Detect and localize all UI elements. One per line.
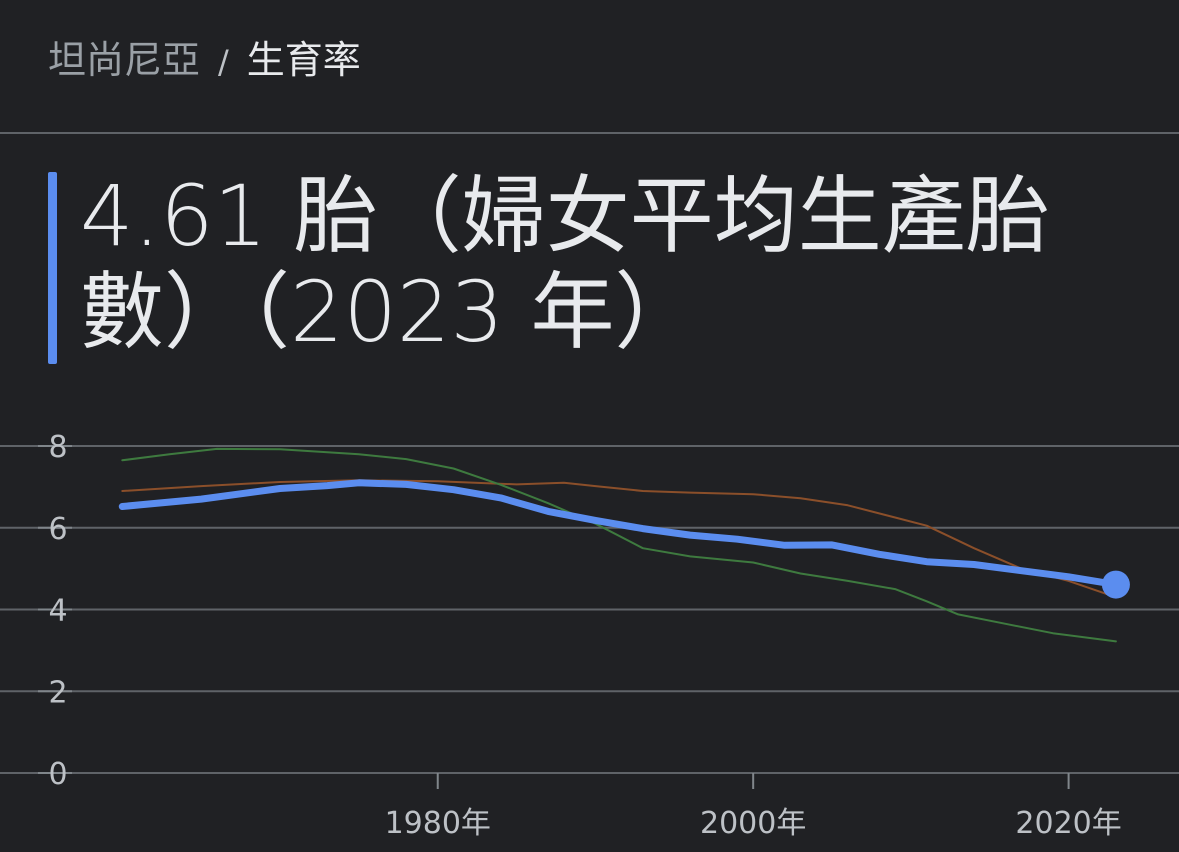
series-endpoint-marker[interactable] bbox=[1101, 570, 1130, 599]
headline-value: 4.61 胎（婦女平均生產胎數）（2023 年） bbox=[80, 167, 1050, 361]
fertility-line-chart: 0 2 4 6 8 1980年 2000年 2020年 bbox=[0, 430, 1179, 841]
series-line-3 bbox=[118, 479, 1120, 589]
breadcrumb: 坦尚尼亞 / 生育率 bbox=[48, 34, 361, 88]
breadcrumb-separator: / bbox=[218, 43, 229, 81]
series-line-1 bbox=[121, 479, 1117, 599]
x-tick-label: 2020年 bbox=[1015, 806, 1121, 841]
y-tick-label: 4 bbox=[48, 594, 67, 629]
y-tick-label: 2 bbox=[48, 675, 67, 710]
x-tick-label: 1980年 bbox=[385, 806, 491, 841]
y-tick-label: 8 bbox=[48, 430, 67, 465]
y-tick-label: 0 bbox=[48, 757, 67, 792]
header-divider bbox=[0, 132, 1179, 134]
x-tick-label: 2000年 bbox=[700, 806, 806, 841]
series-line-2 bbox=[121, 447, 1117, 643]
y-tick-label: 6 bbox=[48, 512, 67, 547]
breadcrumb-current: 生育率 bbox=[246, 38, 361, 82]
breadcrumb-parent-link[interactable]: 坦尚尼亞 bbox=[48, 38, 201, 82]
headline-accent-bar bbox=[48, 172, 57, 364]
